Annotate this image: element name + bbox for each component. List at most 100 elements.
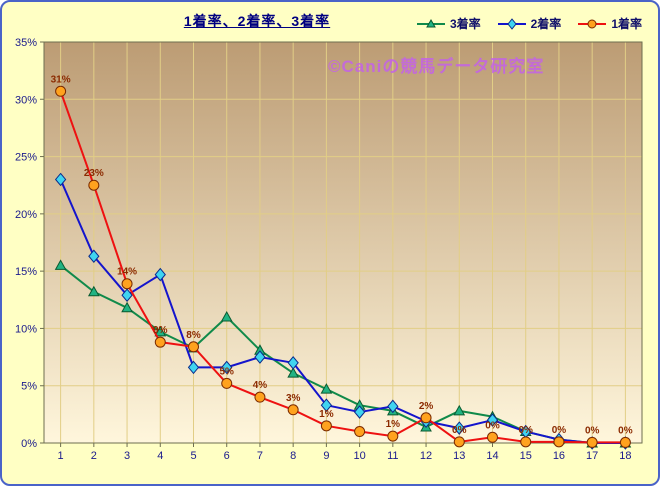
diamond-marker (353, 405, 366, 419)
diamond-marker (387, 399, 399, 414)
watermark: ©Caniの競馬データ研究室 (328, 57, 545, 76)
y-axis-label: 20% (15, 209, 37, 221)
data-point-label: 5% (219, 366, 234, 377)
x-axis-label: 11 (387, 450, 398, 462)
diamond-marker (187, 360, 200, 375)
x-axis-label: 6 (224, 450, 230, 462)
circle-marker (55, 85, 67, 97)
x-axis-label: 13 (453, 450, 465, 462)
data-point-label: 0% (618, 425, 633, 436)
circle-marker (587, 19, 597, 28)
x-axis-label: 9 (323, 450, 329, 462)
data-point-label: 8% (186, 330, 201, 341)
legend-item-3: 1着率 (577, 15, 642, 32)
diamond-marker (453, 421, 465, 435)
data-point-label: 23% (84, 168, 104, 179)
triangle-marker (426, 18, 436, 27)
diamond-marker (254, 350, 266, 364)
triangle-marker (154, 325, 167, 337)
triangle-legend-icon (416, 18, 445, 27)
data-point-label: 0% (452, 425, 467, 436)
data-point-label: 1% (319, 409, 334, 420)
data-point-label: 0% (518, 425, 533, 436)
triangle-marker (320, 383, 333, 394)
y-axis-label: 35% (15, 37, 37, 49)
diamond-marker (88, 249, 100, 264)
x-axis-label: 18 (619, 450, 631, 462)
x-axis-label: 14 (486, 450, 498, 462)
circle-marker (254, 391, 266, 403)
circle-marker (320, 420, 332, 432)
data-point-label: 4% (253, 380, 268, 391)
circle-marker (121, 278, 133, 290)
circle-marker (287, 404, 299, 416)
diamond-marker (287, 356, 299, 370)
diamond-marker (121, 288, 133, 302)
diamond-marker (221, 360, 233, 375)
legend: 3着率 2着率 1着率 (416, 15, 642, 32)
legend-item-2: 2着率 (497, 15, 562, 32)
triangle-marker (87, 285, 100, 297)
triangle-marker (220, 310, 233, 322)
x-axis-label: 1 (58, 450, 64, 462)
data-point-label: 31% (51, 74, 71, 85)
y-axis-label: 5% (21, 381, 37, 393)
diamond-marker (154, 267, 166, 282)
circle-marker (520, 436, 532, 448)
diamond-marker (54, 172, 67, 187)
data-point-label: 0% (585, 425, 600, 436)
x-axis-label: 5 (190, 450, 196, 462)
x-axis-label: 4 (157, 450, 163, 462)
legend-label: 2着率 (530, 17, 562, 31)
data-point-label: 9% (153, 325, 168, 336)
legend-label: 1着率 (611, 17, 642, 31)
chart-title: 1着率、2着率、3着率 (183, 13, 331, 29)
diamond-marker (320, 398, 333, 412)
x-axis-label: 16 (553, 450, 565, 462)
series-line-2着率 (59, 179, 626, 444)
circle-marker (420, 412, 432, 424)
plot-area (44, 42, 642, 443)
circle-marker (586, 436, 598, 448)
data-point-label: 14% (117, 267, 137, 278)
triangle-marker (121, 301, 133, 313)
circle-marker (154, 336, 166, 348)
data-point-label: 2% (419, 401, 434, 412)
y-axis-label: 15% (15, 266, 37, 278)
x-axis-label: 10 (353, 450, 365, 462)
circle-marker (619, 436, 631, 448)
data-point-label: 3% (286, 393, 301, 404)
circle-marker (88, 179, 100, 191)
circle-marker (188, 341, 199, 353)
series-line-1着率 (59, 90, 626, 444)
y-axis-label: 10% (15, 323, 37, 335)
y-axis-label: 0% (21, 438, 37, 450)
triangle-marker (453, 404, 466, 416)
x-axis-label: 2 (91, 450, 97, 462)
y-axis-label: 25% (15, 152, 37, 164)
circle-marker (553, 436, 565, 448)
x-axis-label: 8 (290, 450, 296, 462)
diamond-marker (506, 17, 517, 30)
x-axis-label: 12 (420, 450, 432, 462)
circle-marker (453, 436, 465, 448)
legend-item-1: 3着率 (416, 15, 481, 32)
data-point-label: 0% (552, 425, 567, 436)
data-point-label: 0% (485, 420, 500, 431)
data-point-label: 1% (386, 419, 401, 430)
diamond-legend-icon (497, 17, 526, 30)
circle-marker (354, 426, 366, 438)
circle-marker (387, 430, 399, 442)
triangle-marker (54, 259, 67, 270)
circle-legend-icon (578, 19, 607, 28)
x-axis-label: 3 (124, 450, 130, 462)
circle-marker (487, 431, 498, 443)
y-axis-label: 30% (15, 94, 37, 106)
x-axis-label: 7 (257, 450, 263, 462)
x-axis-label: 17 (586, 450, 598, 462)
diamond-marker (486, 413, 499, 427)
legend-label: 3着率 (449, 17, 481, 31)
plot-border (43, 41, 643, 444)
